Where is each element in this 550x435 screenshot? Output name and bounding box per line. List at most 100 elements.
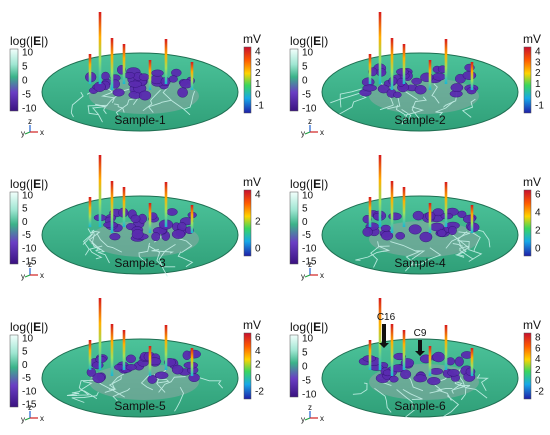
log-e-tick: 10 [302, 48, 314, 59]
cell-blob [171, 364, 184, 375]
cell-blob [411, 77, 422, 85]
trace [142, 89, 161, 112]
mv-tick: 2 [255, 68, 261, 79]
cell-blob [109, 233, 121, 241]
cell-blob [457, 210, 467, 218]
panel-3: log(|E|)10 5 0 -5 -10 -15 Sample-3 yzx mV4 2 0 [9, 155, 261, 281]
spike [402, 187, 406, 227]
cell-blob [171, 229, 186, 239]
cell-blob [362, 227, 373, 237]
cell-blob [112, 88, 125, 97]
cell-blob [465, 367, 476, 376]
axis-y-label: y [301, 415, 305, 424]
spike [368, 54, 372, 84]
log-e-tick: 0 [302, 362, 308, 373]
mv-tick: 6 [255, 333, 261, 344]
spike [390, 38, 394, 90]
mv-tick: 4 [255, 346, 261, 357]
trace [151, 249, 174, 254]
cell-blob [389, 375, 399, 383]
axis-z-label: z [28, 117, 32, 126]
cell-blob [427, 377, 441, 386]
mv-tick: 4 [255, 190, 261, 201]
mv-title: mV [243, 175, 261, 189]
log-e-tick: -10 [22, 104, 37, 115]
trace [96, 233, 123, 253]
cell-blob [114, 363, 124, 371]
mv-tick: 4 [255, 47, 261, 58]
spike [402, 44, 406, 84]
log-e-tick: 5 [22, 347, 28, 358]
trace [377, 241, 391, 252]
axis-z-label: z [308, 260, 312, 269]
log-e-tick: -10 [302, 390, 317, 401]
trace [138, 242, 150, 264]
spike [470, 348, 474, 376]
log-e-tick: 0 [22, 360, 28, 371]
log-e-colorbar-bar [9, 48, 19, 112]
log-e-tick: -15 [302, 257, 317, 268]
log-e-tick: -5 [22, 90, 31, 101]
spike [378, 12, 382, 84]
log-e-tick: -10 [302, 104, 317, 115]
panel-5: log(|E|)10 5 0 -5 -10 -15 Sample-5 yzx mV6 4 2 0 -2 [9, 298, 264, 424]
mv-colorbar: mV6 4 2 0 -2 [243, 318, 264, 400]
mv-tick: 2 [535, 226, 541, 237]
log-e-title: log(|E|) [290, 177, 328, 191]
panel-6: log(|E|)1050-5-10Sample-6C16C9yzxmV86420… [289, 298, 544, 424]
trace [395, 104, 408, 125]
axis-x-label: x [320, 271, 324, 280]
sample-label: Sample-2 [394, 113, 446, 127]
spike [378, 155, 382, 227]
trace [89, 245, 103, 260]
spike [470, 62, 474, 90]
mv-tick: 0 [255, 373, 261, 384]
potential-spikes [88, 12, 194, 90]
cell-blob [166, 208, 178, 216]
mv-tick: 0 [255, 90, 261, 101]
trace [100, 83, 116, 103]
spike [110, 181, 114, 233]
mv-title: mV [243, 32, 261, 46]
mv-tick: 4 [535, 47, 541, 58]
mv-tick: 0 [535, 376, 541, 387]
spike [470, 205, 474, 233]
spike [148, 203, 152, 233]
spike [428, 346, 432, 376]
spike [88, 197, 92, 227]
cell-blob [393, 91, 402, 99]
trace [77, 379, 94, 396]
log-e-colorbar: log(|E|)10 5 0 -5 -10 -15 [9, 177, 48, 268]
axis-z-label: z [28, 260, 32, 269]
trace [158, 376, 186, 393]
log-e-title: log(|E|) [10, 34, 48, 48]
trace [339, 94, 367, 115]
spike [98, 298, 102, 370]
spike [444, 39, 448, 84]
trace [70, 91, 84, 118]
trace [435, 387, 453, 401]
log-e-tick: 0 [22, 76, 28, 87]
trace [66, 390, 81, 396]
axis-triad: yzx [301, 403, 324, 424]
trace [404, 105, 425, 116]
axis-z-label: z [308, 117, 312, 126]
trace [177, 251, 194, 268]
log-e-colorbar-bar [289, 334, 299, 398]
mv-title: mV [243, 318, 261, 332]
potential-spikes [88, 155, 194, 233]
cell-blob [429, 368, 444, 375]
mv-title: mV [523, 175, 541, 189]
cell-blob [437, 229, 447, 237]
log-e-tick: 0 [302, 76, 308, 87]
cell-blob [92, 372, 105, 384]
spike [110, 324, 114, 376]
cell-blob [154, 371, 169, 380]
mv-tick: 2 [535, 365, 541, 376]
cell-blob [147, 375, 157, 384]
spike [444, 182, 448, 227]
cell-blob [377, 84, 390, 94]
log-e-tick: -15 [22, 257, 37, 268]
mv-colorbar: mV4 2 0 [243, 175, 261, 257]
